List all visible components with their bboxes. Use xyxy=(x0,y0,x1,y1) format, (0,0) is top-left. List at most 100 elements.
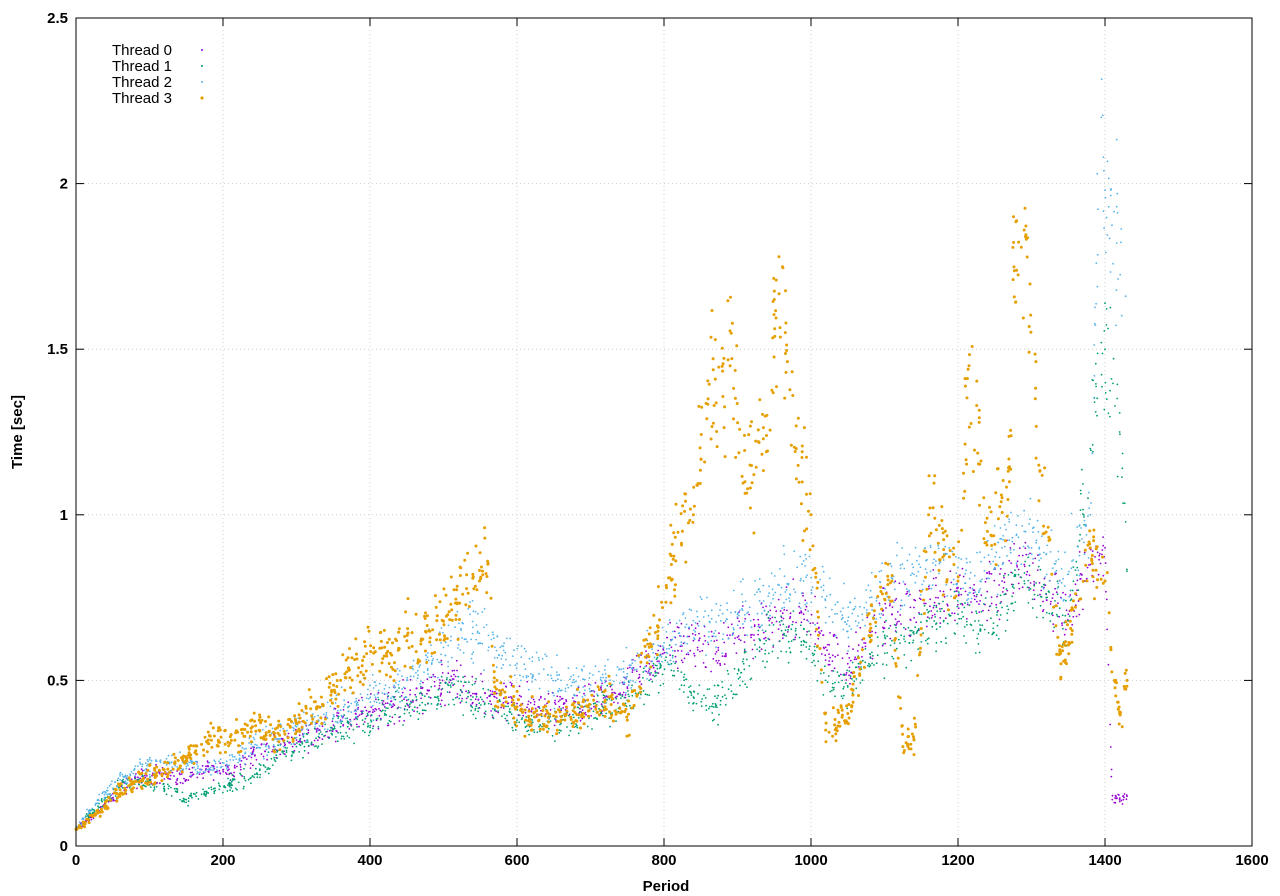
data-point xyxy=(391,716,394,719)
data-point xyxy=(267,715,271,719)
data-point xyxy=(765,605,767,608)
data-point xyxy=(1107,205,1110,208)
data-point xyxy=(484,692,487,695)
data-point xyxy=(718,632,720,635)
data-point xyxy=(703,624,706,627)
data-point xyxy=(226,740,230,744)
data-point xyxy=(704,697,707,699)
data-point xyxy=(364,669,368,673)
data-point xyxy=(640,651,644,655)
data-point xyxy=(583,689,586,692)
data-point xyxy=(1000,601,1003,603)
data-point xyxy=(676,530,680,534)
data-point xyxy=(934,616,937,618)
data-point xyxy=(623,703,626,707)
data-point xyxy=(179,798,181,801)
data-point xyxy=(1104,302,1106,305)
data-point xyxy=(438,632,441,636)
data-point xyxy=(318,733,321,735)
data-point xyxy=(452,698,454,701)
data-point xyxy=(979,551,981,553)
data-point xyxy=(831,660,834,662)
data-point xyxy=(926,616,929,618)
data-point xyxy=(382,654,386,658)
data-point xyxy=(929,546,932,549)
data-point xyxy=(996,611,999,614)
data-point xyxy=(892,657,895,660)
data-point xyxy=(990,596,993,598)
data-point xyxy=(264,745,267,748)
data-point xyxy=(431,659,434,662)
data-point xyxy=(360,664,364,668)
data-point xyxy=(378,702,381,705)
data-point xyxy=(719,703,722,706)
data-point xyxy=(1005,528,1007,531)
data-point xyxy=(903,604,906,606)
data-point xyxy=(798,636,801,639)
data-point xyxy=(901,547,903,549)
data-point xyxy=(949,614,952,617)
data-point xyxy=(1101,352,1104,355)
data-point xyxy=(975,610,977,613)
data-point xyxy=(407,698,410,701)
data-point xyxy=(325,677,328,681)
data-point xyxy=(294,732,297,736)
data-point xyxy=(692,629,695,631)
data-point xyxy=(99,810,103,814)
data-point xyxy=(990,573,993,575)
data-point xyxy=(1049,603,1052,605)
data-point xyxy=(805,455,808,459)
data-point xyxy=(290,736,293,739)
data-point xyxy=(601,673,604,676)
data-point xyxy=(713,338,717,342)
data-point xyxy=(414,693,417,696)
data-point xyxy=(717,659,720,662)
data-point xyxy=(914,581,917,584)
data-point xyxy=(1126,568,1128,571)
data-point xyxy=(377,691,380,694)
data-point xyxy=(508,708,511,710)
data-point xyxy=(169,774,172,777)
data-point xyxy=(737,669,740,672)
data-point xyxy=(840,713,844,717)
data-point xyxy=(454,597,458,601)
data-point xyxy=(389,703,391,705)
data-point xyxy=(783,575,786,578)
data-point xyxy=(564,690,567,692)
data-point xyxy=(639,660,643,664)
data-point xyxy=(763,610,766,612)
data-point xyxy=(733,628,735,631)
data-point xyxy=(175,783,178,786)
data-point xyxy=(244,751,247,754)
data-point xyxy=(1029,588,1032,590)
data-point xyxy=(108,793,110,795)
data-point xyxy=(875,662,878,665)
data-point xyxy=(1104,348,1106,351)
data-point xyxy=(629,704,631,707)
data-point xyxy=(454,613,458,617)
data-point xyxy=(804,553,807,556)
data-point xyxy=(733,369,737,372)
data-point xyxy=(314,726,316,728)
data-point xyxy=(949,570,952,573)
data-point xyxy=(302,734,305,737)
data-point xyxy=(1027,579,1030,582)
data-point xyxy=(820,586,823,589)
data-point xyxy=(274,760,277,763)
data-point xyxy=(1057,586,1060,588)
data-point xyxy=(704,610,706,612)
data-point xyxy=(781,607,783,610)
data-point xyxy=(853,607,856,610)
data-point xyxy=(668,647,671,650)
data-point xyxy=(1083,551,1086,554)
data-point xyxy=(197,765,200,768)
data-point xyxy=(126,775,129,777)
data-point xyxy=(355,704,358,707)
data-point xyxy=(405,702,408,705)
data-point xyxy=(591,728,593,730)
data-point xyxy=(661,652,664,655)
data-point xyxy=(423,614,426,618)
data-point xyxy=(1023,572,1026,574)
data-point xyxy=(531,721,534,724)
data-point xyxy=(518,721,521,724)
